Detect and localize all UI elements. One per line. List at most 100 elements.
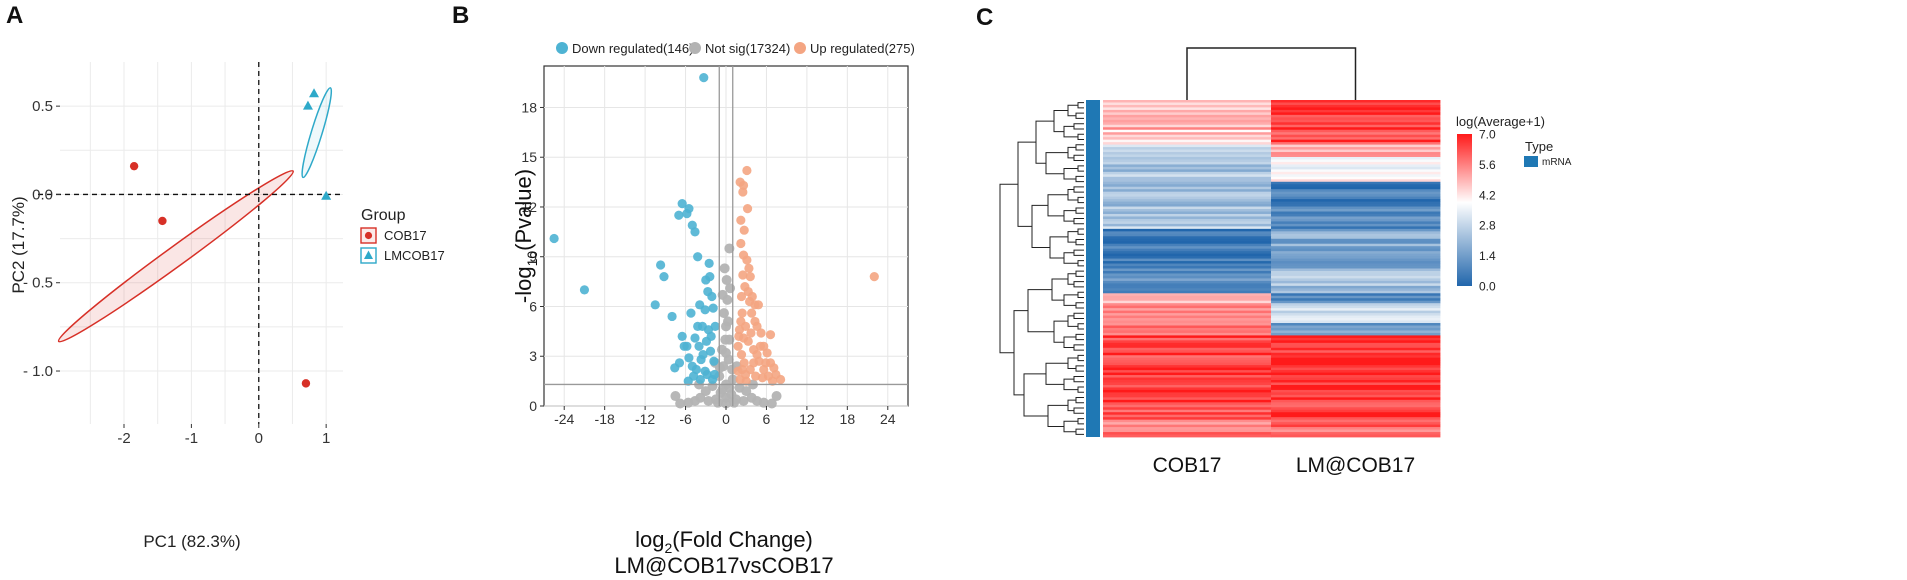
heatmap-cell	[1271, 181, 1441, 185]
heatmap-cell	[1103, 288, 1272, 292]
heatmap-cell	[1103, 318, 1272, 321]
pca-x-tick-label: -1	[185, 430, 198, 447]
volcano-point-up	[742, 204, 753, 214]
pca-plot-area	[60, 62, 343, 424]
heatmap-cell	[1103, 152, 1272, 155]
heatmap-cell	[1103, 305, 1272, 309]
pca-reference-lines	[38, 62, 343, 424]
heatmap-cell	[1271, 107, 1441, 111]
heatmap-cell	[1103, 236, 1272, 240]
heatmap-cell	[1103, 109, 1272, 113]
heatmap-cell	[1103, 223, 1272, 227]
heatmap-cell	[1271, 204, 1441, 207]
heatmap-column-labels: COB17 LM@COB17	[1153, 454, 1416, 477]
volcano-point-up	[740, 369, 751, 380]
row-dendrogram-branches	[999, 102, 1084, 435]
volcano-points	[549, 73, 879, 386]
heatmap-cell	[1271, 149, 1441, 153]
heatmap-cell	[1271, 387, 1441, 391]
heatmap-cell	[1271, 104, 1441, 108]
heatmap-cell	[1271, 399, 1441, 403]
pca-x-axis-label: PC1 (82.3%)	[143, 532, 240, 551]
volcano-point-down	[677, 199, 687, 209]
pca-points	[129, 88, 332, 388]
heatmap-cell	[1271, 266, 1441, 269]
volcano-point-down	[686, 308, 696, 318]
pca-y-ticks: 0.5 0.0 - 0.5 - 1.0	[23, 98, 60, 380]
heatmap-cell	[1103, 211, 1272, 215]
volcano-point-down	[709, 356, 719, 366]
heatmap-cell	[1103, 315, 1272, 319]
heatmap-cell	[1103, 181, 1272, 185]
column-dendrogram	[1186, 47, 1357, 100]
volcano-point-up	[753, 300, 763, 310]
heatmap-cell	[1103, 268, 1272, 272]
heatmap-cell	[1103, 399, 1272, 403]
heatmap-cell	[1271, 380, 1441, 383]
volcano-point-down	[656, 260, 666, 270]
heatmap-cell	[1271, 189, 1441, 193]
heatmap-cell	[1103, 176, 1272, 180]
volcano-point-down	[677, 331, 687, 341]
heatmap-cell	[1271, 367, 1441, 371]
volcano-point-down	[679, 341, 689, 351]
pca-x-tick-label: 1	[322, 430, 330, 447]
heatmap-cell	[1271, 290, 1441, 294]
volcano-point-not-sig	[724, 382, 735, 393]
heatmap-cell	[1271, 102, 1441, 106]
pca-legend-label: COB17	[384, 228, 427, 243]
heatmap-cell	[1271, 213, 1441, 217]
heatmap-cell	[1103, 320, 1272, 324]
volcano-point-down	[695, 300, 705, 310]
heatmap-cell	[1103, 258, 1272, 262]
volcano-point-not-sig	[700, 386, 711, 397]
heatmap-cell	[1103, 424, 1272, 428]
volcano-point-down	[702, 369, 712, 380]
volcano-x-tick-label: -24	[554, 411, 574, 427]
volcano-point-not-sig	[670, 391, 681, 402]
volcano-point-not-sig	[741, 386, 752, 397]
volcano-x-axis-label: log2(Fold Change)	[635, 527, 813, 556]
volcano-point-down	[708, 303, 718, 313]
volcano-point-not-sig	[729, 397, 740, 408]
heatmap-cell	[1271, 174, 1441, 178]
heatmap-cell	[1271, 132, 1441, 136]
heatmap-cell	[1271, 164, 1441, 168]
heatmap-cell	[1271, 201, 1441, 205]
type-annotation-bar	[1086, 100, 1100, 437]
heatmap-cell	[1103, 189, 1272, 193]
volcano-point-up	[747, 308, 757, 318]
heatmap-cell	[1271, 241, 1441, 245]
volcano-point-up	[738, 333, 749, 343]
heatmap-cell	[1271, 253, 1441, 257]
heatmap-cell	[1271, 335, 1441, 339]
volcano-comparison-label: LM@COB17vsCOB17	[614, 553, 833, 578]
heatmap-cell	[1103, 179, 1272, 183]
row-dendrogram	[999, 102, 1084, 435]
volcano-point-up	[752, 349, 762, 360]
pca-x-tick-label: -2	[117, 430, 130, 447]
volcano-point-not-sig	[738, 396, 749, 407]
volcano-point-down	[705, 346, 716, 356]
volcano-point-down	[683, 376, 693, 386]
heatmap-cell	[1103, 387, 1272, 391]
heatmap-cell	[1103, 412, 1272, 416]
volcano-legend-marker	[689, 42, 701, 54]
heatmap-cell	[1271, 263, 1441, 267]
type-legend-swatch	[1524, 156, 1538, 167]
heatmap-cell	[1103, 303, 1272, 307]
heatmap-cell	[1271, 427, 1441, 430]
heatmap-cell	[1271, 209, 1441, 212]
heatmap-cell	[1271, 137, 1441, 141]
volcano-point-not-sig	[721, 398, 731, 409]
heatmap-cell	[1103, 196, 1272, 200]
heatmap-cell	[1103, 194, 1272, 198]
heatmap-cell	[1271, 285, 1441, 289]
heatmap-cell	[1103, 246, 1272, 250]
volcano-point-down	[693, 321, 703, 331]
volcano-point-up	[776, 374, 786, 385]
heatmap-cell	[1271, 434, 1441, 438]
volcano-point-up	[739, 225, 749, 235]
volcano-y-tick-label: 0	[529, 398, 537, 414]
